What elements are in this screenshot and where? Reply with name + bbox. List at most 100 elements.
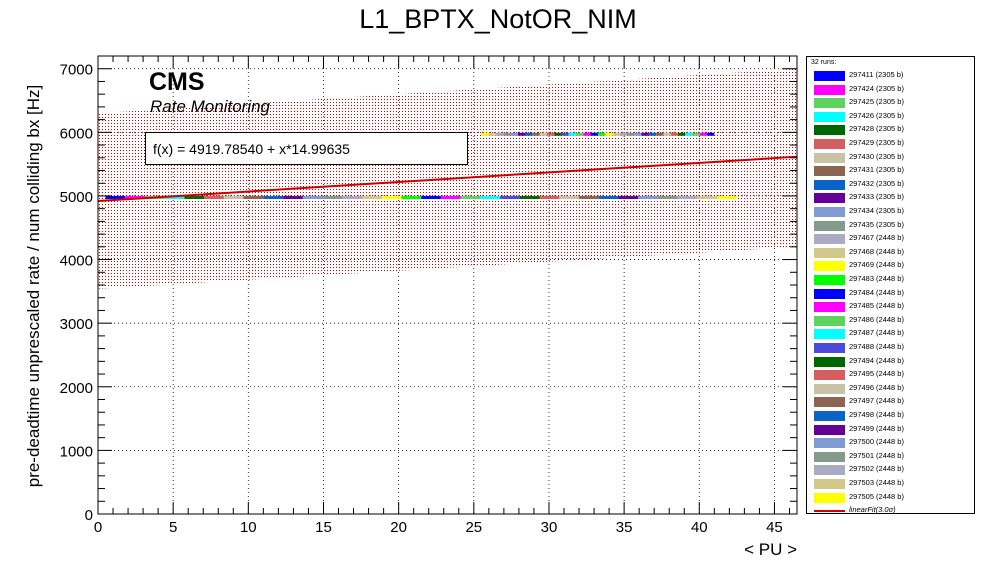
legend-entry-297424: 297424 (2305 b) [807, 83, 976, 96]
legend-swatch [814, 479, 845, 489]
legend-label: 297468 (2448 b) [849, 246, 904, 256]
run-point-297488 [561, 132, 569, 136]
legend-swatch [814, 139, 845, 149]
x-tick-label: 20 [390, 519, 407, 536]
legend-entry-297505: 297505 (2448 b) [807, 491, 976, 504]
run-point-297487 [568, 132, 576, 136]
run-point-297431 [243, 196, 264, 200]
x-tick-label: 25 [465, 519, 482, 536]
legend-label: 297483 (2448 b) [849, 274, 904, 283]
x-tick-label: 15 [315, 519, 332, 536]
y-tick-label: 4000 [60, 253, 93, 270]
run-point-297498 [598, 196, 619, 200]
run-point-297494 [554, 132, 562, 136]
run-point-297495 [546, 132, 555, 136]
legend-label: 297485 (2448 b) [849, 301, 904, 311]
legend-label: 297500 (2448 b) [849, 437, 904, 447]
run-point-297502 [495, 132, 504, 136]
legend-label: 297432 (2305 b) [849, 178, 904, 188]
run-point-297469 [605, 132, 613, 136]
run-point-297484 [590, 132, 598, 136]
legend-label: 297503 (2448 b) [849, 478, 904, 487]
run-point-297485 [440, 196, 461, 200]
legend-swatch [814, 111, 845, 122]
run-point-297435 [322, 196, 343, 200]
legend-swatch [814, 98, 845, 109]
fit-equation: f(x) = 4919.78540 + x*14.99635 [153, 141, 350, 157]
legend-label: 297487 (2448 b) [849, 328, 904, 338]
legend-fit-label: linearFit(3.0σ) [849, 505, 896, 515]
run-point-297501 [503, 132, 511, 136]
legend-swatch [814, 411, 845, 421]
run-point-297433 [283, 196, 303, 200]
chart-title: L1_BPTX_NotOR_NIM [359, 4, 637, 34]
run-point-297468 [362, 196, 382, 200]
legend-swatch [814, 370, 845, 381]
legend-swatch [814, 152, 845, 163]
legend-entry-297501: 297501 (2448 b) [807, 450, 976, 463]
run-point-297430 [663, 132, 671, 136]
legend-swatch [814, 84, 845, 95]
legend-header: 32 runs: [811, 59, 837, 66]
legend-swatch [814, 343, 845, 353]
legend-label: 297430 (2305 b) [849, 151, 904, 161]
legend-entry-297467: 297467 (2448 b) [807, 232, 976, 245]
run-point-297499 [517, 132, 526, 136]
run-point-297434 [302, 196, 323, 200]
legend-swatch [814, 356, 845, 367]
legend: 32 runs: 297411 (2305 b) 297424 (2305 b) 297… [806, 56, 975, 514]
legend-swatch [814, 383, 845, 394]
legend-entry-297499: 297499 (2448 b) [807, 423, 976, 436]
legend-entry-297502: 297502 (2448 b) [807, 463, 976, 476]
legend-label: 297469 (2448 b) [849, 260, 904, 270]
legend-fit-line [814, 510, 845, 513]
run-point-297469 [381, 196, 402, 200]
legend-entry-297498: 297498 (2448 b) [807, 409, 976, 422]
run-point-297426 [685, 132, 693, 136]
run-point-297434 [634, 132, 642, 136]
legend-swatch [814, 451, 845, 462]
legend-swatch [814, 179, 845, 190]
legend-swatch [814, 329, 845, 340]
legend-swatch [814, 207, 845, 217]
legend-swatch [814, 261, 845, 272]
run-point-297424 [699, 132, 708, 136]
run-point-297486 [575, 132, 584, 136]
legend-entry-297435: 297435 (2305 b) [807, 219, 976, 232]
legend-swatch [814, 125, 845, 136]
legend-entry-297486: 297486 (2448 b) [807, 314, 976, 327]
run-point-297497 [532, 132, 540, 136]
legend-label: 297424 (2305 b) [849, 83, 904, 93]
legend-label: 297434 (2305 b) [849, 206, 904, 215]
legend-label: 297484 (2448 b) [849, 287, 904, 297]
rate-monitoring-label: Rate Monitoring [150, 97, 271, 116]
legend-label: 297499 (2448 b) [849, 423, 904, 433]
legend-entry-297425: 297425 (2305 b) [807, 96, 976, 109]
y-tick-label: 3000 [60, 316, 93, 333]
run-point-297505 [481, 132, 489, 136]
run-point-297485 [583, 132, 591, 136]
run-point-297468 [612, 132, 620, 136]
legend-entry-297484: 297484 (2448 b) [807, 287, 976, 300]
run-point-297497 [579, 196, 599, 200]
run-point-297500 [638, 196, 658, 200]
legend-entry-297431: 297431 (2305 b) [807, 164, 976, 177]
legend-entry-297426: 297426 (2305 b) [807, 110, 976, 123]
legend-swatch [814, 397, 845, 408]
x-tick-label: 40 [691, 519, 708, 536]
run-point-297484 [421, 196, 441, 200]
legend-entry-297500: 297500 (2448 b) [807, 436, 976, 449]
legend-entry-297487: 297487 (2448 b) [807, 327, 976, 340]
run-point-297499 [618, 196, 639, 200]
run-point-297505 [717, 196, 737, 200]
legend-entry-297429: 297429 (2305 b) [807, 137, 976, 150]
y-tick-label: 5000 [60, 189, 93, 206]
legend-swatch [814, 424, 845, 435]
legend-swatch [814, 302, 845, 313]
legend-entry-297468: 297468 (2448 b) [807, 246, 976, 259]
run-point-297487 [480, 196, 501, 200]
legend-swatch [814, 438, 845, 449]
x-tick-label: 0 [94, 519, 102, 536]
run-point-297429 [670, 132, 678, 136]
